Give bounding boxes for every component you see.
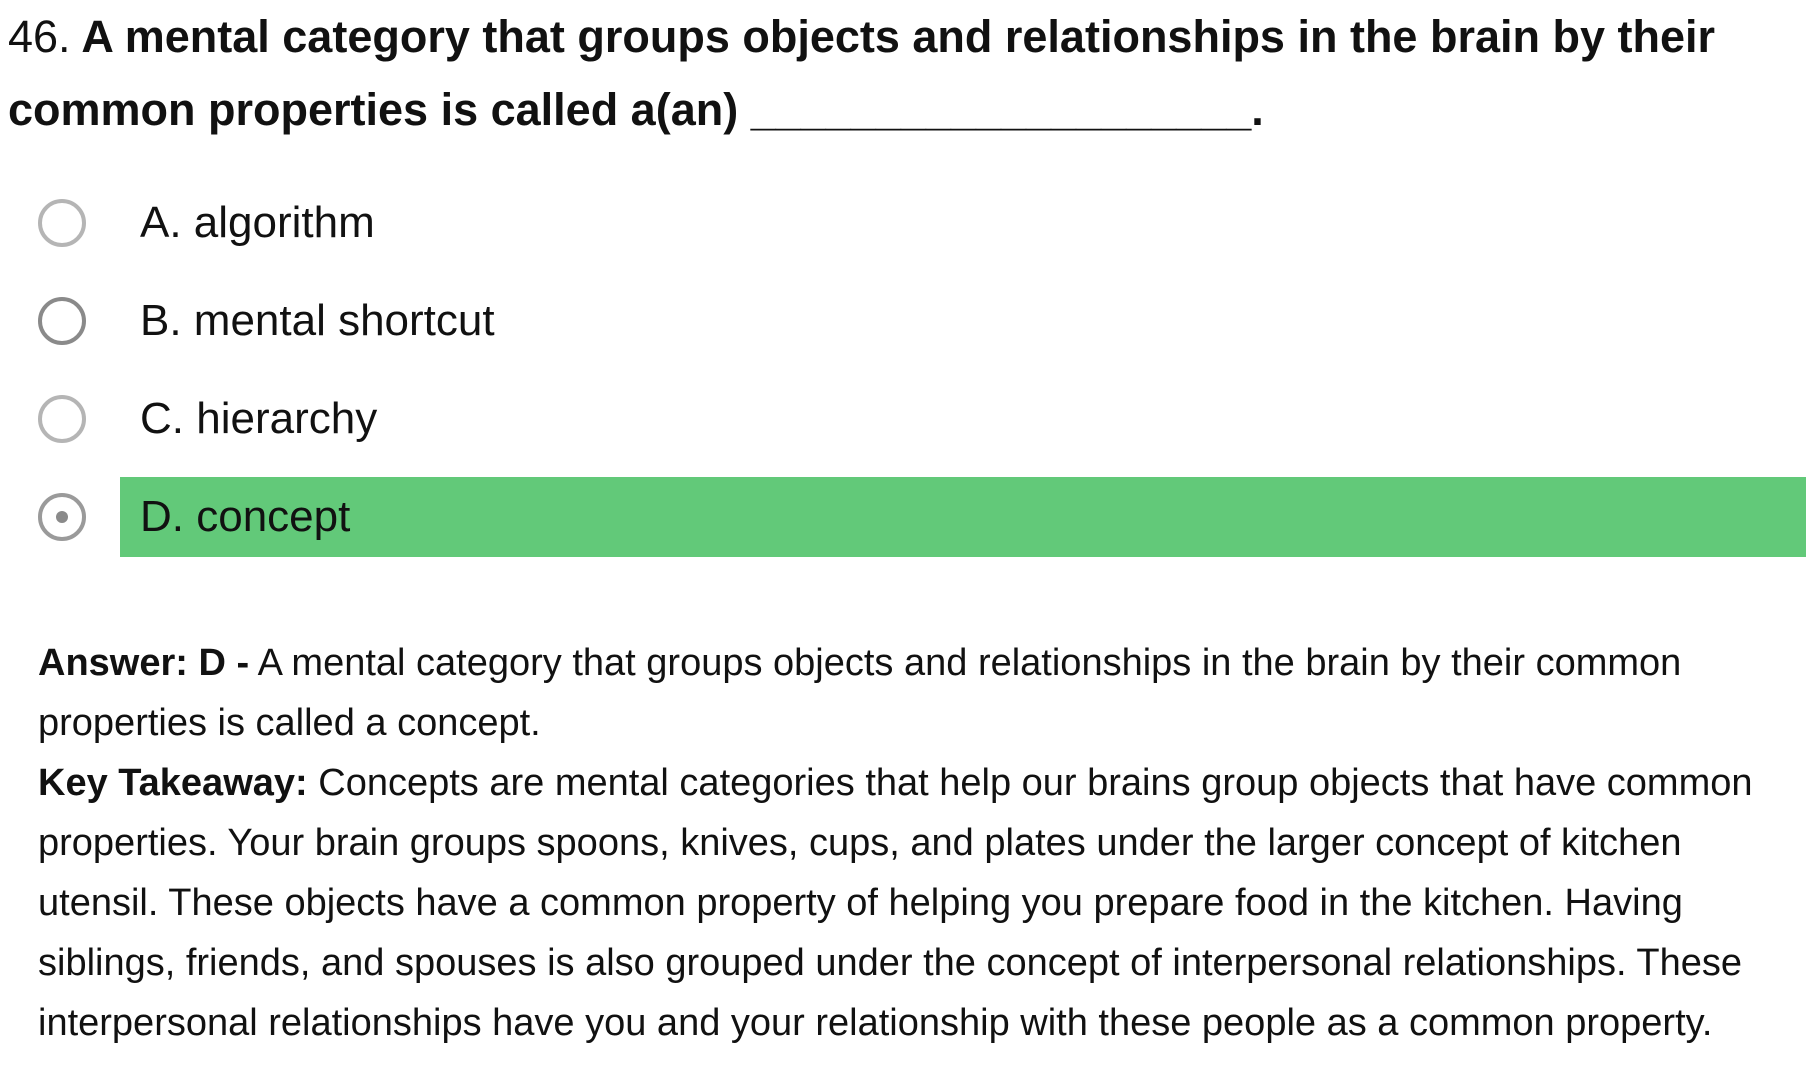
option-label-d[interactable]: D. concept: [120, 477, 1806, 557]
option-label-c[interactable]: C. hierarchy: [140, 394, 378, 443]
radio-dot-icon: [56, 511, 68, 523]
question-stem: A mental category that groups objects an…: [8, 11, 1716, 135]
answer-options: A. algorithm B. mental shortcut C. hiera…: [0, 183, 1812, 575]
answer-text: A mental category that groups objects an…: [38, 642, 1682, 744]
radio-button-c[interactable]: [38, 395, 86, 443]
answer-label: Answer: D -: [38, 642, 250, 684]
answer-explanation: Answer: D - A mental category that group…: [38, 633, 1808, 1053]
takeaway-label: Key Takeaway:: [38, 762, 308, 804]
radio-button-d[interactable]: [38, 493, 86, 541]
option-c[interactable]: C. hierarchy: [0, 379, 1812, 459]
radio-button-a[interactable]: [38, 199, 86, 247]
takeaway-text: Concepts are mental categories that help…: [38, 762, 1753, 1044]
option-a[interactable]: A. algorithm: [0, 183, 1812, 263]
option-b[interactable]: B. mental shortcut: [0, 281, 1812, 361]
option-label-b[interactable]: B. mental shortcut: [140, 296, 495, 345]
radio-button-b[interactable]: [38, 297, 86, 345]
option-d[interactable]: D. concept: [0, 477, 1812, 557]
option-label-a[interactable]: A. algorithm: [140, 198, 375, 247]
answer-paragraph: Answer: D - A mental category that group…: [38, 633, 1808, 753]
question-text-block: 46. A mental category that groups object…: [8, 0, 1798, 146]
takeaway-paragraph: Key Takeaway: Concepts are mental catego…: [38, 753, 1808, 1053]
question-number: 46.: [8, 11, 71, 62]
